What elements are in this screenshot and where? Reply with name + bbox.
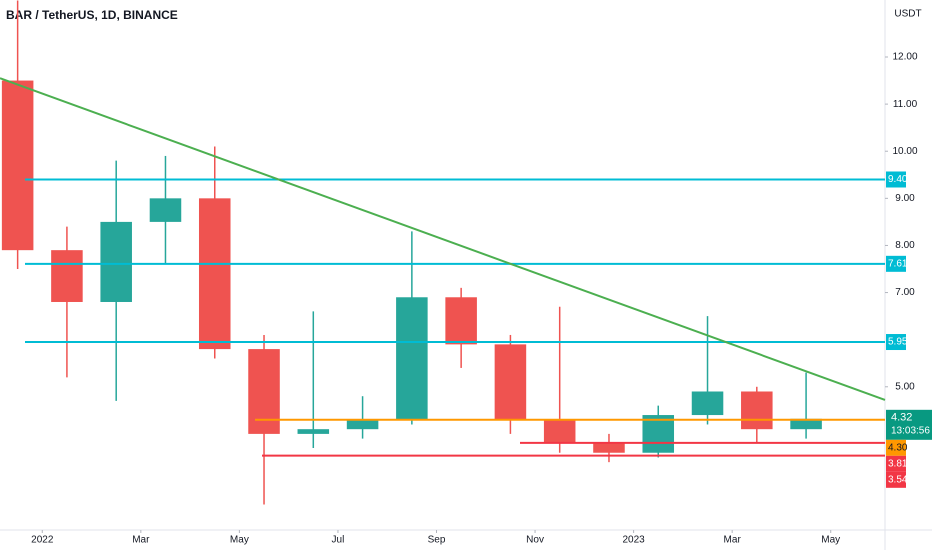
y-tick-label: 5.00 [895, 381, 915, 392]
candle-body [741, 391, 773, 430]
trendline [0, 77, 886, 401]
candle-body [51, 250, 83, 302]
x-tick-label: Mar [724, 535, 742, 546]
x-tick-label: Mar [132, 535, 150, 546]
y-tick-label: 7.00 [895, 287, 915, 298]
y-tick-label: 12.00 [892, 52, 917, 63]
level-label: 3.81 [888, 458, 908, 469]
level-label: 9.40 [888, 174, 908, 185]
level-label: 3.54 [888, 474, 908, 485]
currency: USDT [894, 9, 921, 20]
countdown: 13:03:56 [891, 425, 930, 436]
candle-body [642, 415, 675, 453]
y-tick-label: 11.00 [893, 99, 918, 110]
level-label-box [886, 171, 906, 188]
level-label: 7.61 [888, 258, 908, 269]
level-label-box [886, 471, 906, 488]
candle-body [297, 429, 330, 434]
candle-body [593, 443, 625, 453]
x-tick-label: May [821, 535, 840, 546]
y-tick-label: 9.00 [895, 193, 915, 204]
y-tick-label: 10.00 [892, 146, 917, 157]
candle-body [691, 391, 724, 416]
level-label-box [886, 439, 906, 456]
level-label-box [886, 255, 906, 272]
candle-body [445, 297, 477, 345]
x-tick-label: Jul [332, 535, 345, 546]
candle-body [100, 221, 132, 302]
candle-body [494, 344, 527, 420]
x-tick-label: Nov [526, 535, 544, 546]
level-label-box [886, 455, 906, 472]
candle-body [198, 198, 231, 350]
level-label-box [886, 334, 906, 351]
candle-body [149, 198, 182, 222]
candle-body [346, 419, 379, 430]
candle-body [790, 418, 822, 430]
level-label: 4.30 [888, 442, 908, 453]
candle-body [1, 80, 34, 251]
candle-body [543, 419, 576, 444]
last-price-label: 4.32 [891, 412, 912, 424]
last-price-box [886, 409, 932, 440]
candle-body [248, 349, 280, 434]
x-tick-label: May [230, 535, 249, 546]
x-tick-label: 2022 [31, 535, 54, 546]
x-tick-label: 2023 [622, 535, 645, 546]
chart-title: BAR / TetherUS, 1D, BINANCE [6, 8, 178, 22]
candle-body [396, 297, 428, 420]
y-tick-label: 8.00 [895, 240, 915, 251]
x-tick-label: Sep [428, 535, 446, 546]
level-label: 5.95 [888, 337, 908, 348]
